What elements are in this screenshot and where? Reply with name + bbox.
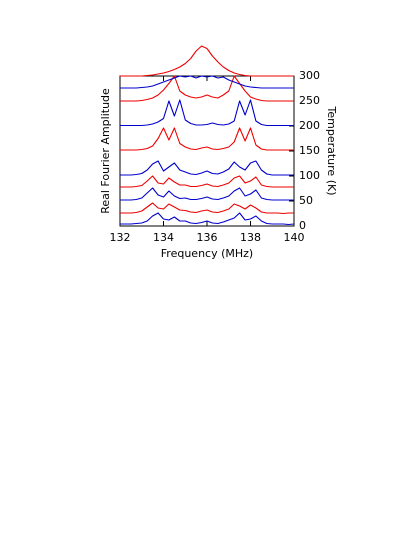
spectrum-line xyxy=(120,160,294,176)
spectrum-line xyxy=(120,212,295,226)
x-tick-label: 134 xyxy=(153,231,174,244)
spectrum-line xyxy=(120,202,294,215)
x-tick-label: 136 xyxy=(197,231,218,244)
x-tick-label: 132 xyxy=(110,231,131,244)
y2-tick-label: 100 xyxy=(299,169,320,182)
y2-tick-label: 150 xyxy=(299,144,320,157)
spectrum-line xyxy=(120,45,294,77)
y2-tick-label: 200 xyxy=(299,119,320,132)
x-tick-label: 140 xyxy=(284,231,305,244)
x-tick-label: 138 xyxy=(240,231,261,244)
spectrum-line xyxy=(120,99,294,127)
y2-tick-label: 0 xyxy=(299,219,306,232)
spectrum-line xyxy=(120,175,294,188)
y-axis-label: Real Fourier Amplitude xyxy=(99,88,112,214)
spectrum-line xyxy=(120,187,294,201)
y2-tick-label: 50 xyxy=(299,194,313,207)
spectrum-line xyxy=(120,75,294,102)
x-axis-label: Frequency (MHz) xyxy=(161,247,253,260)
plot-frame xyxy=(119,75,295,227)
spectrum-line xyxy=(120,127,294,151)
y2-axis-label: Temperature (K) xyxy=(325,106,338,196)
y2-tick-label: 250 xyxy=(299,94,320,107)
spectrum-line xyxy=(120,75,294,89)
y2-tick-label: 300 xyxy=(299,69,320,82)
